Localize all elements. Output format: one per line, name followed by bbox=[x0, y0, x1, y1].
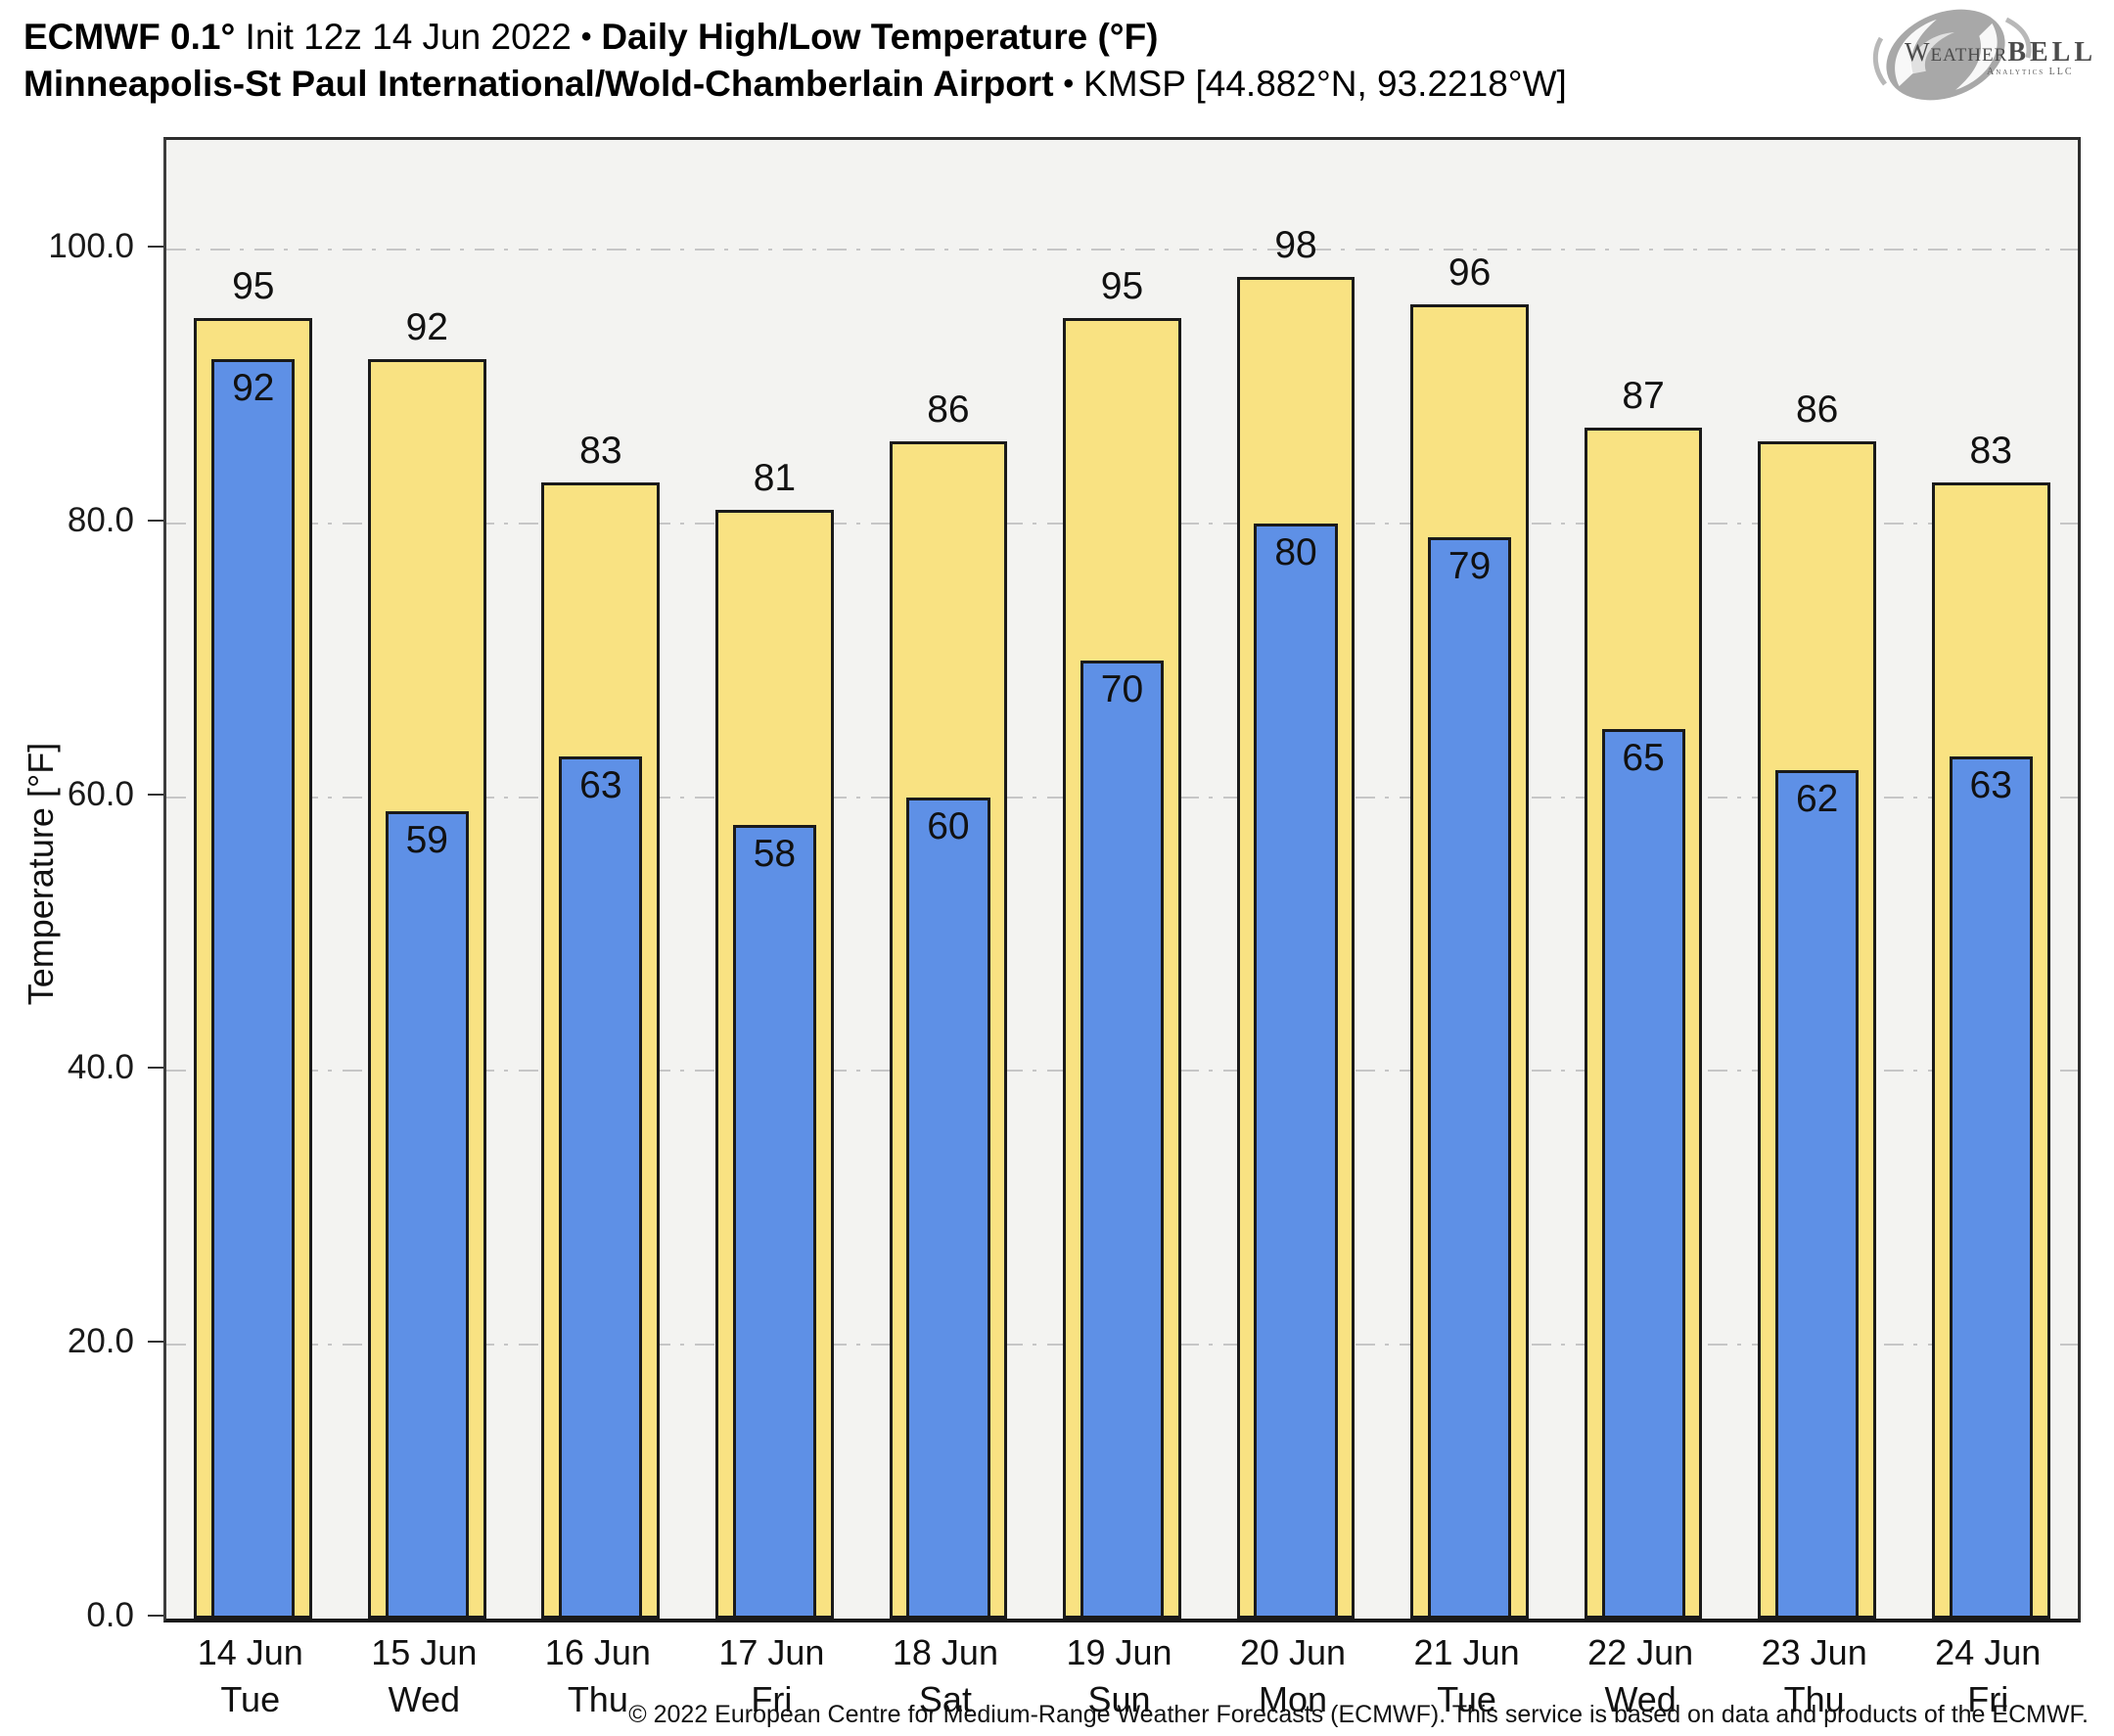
x-tick-label: 16 Jun Thu bbox=[511, 1629, 685, 1723]
high-value-label: 87 bbox=[1622, 374, 1665, 417]
x-tick-date: 18 Jun bbox=[892, 1632, 998, 1672]
x-tick-label: 24 Jun Fri bbox=[1901, 1629, 2075, 1723]
product-name: Daily High/Low Temperature (°F) bbox=[601, 17, 1159, 57]
x-tick-weekday: Wed bbox=[1604, 1679, 1677, 1719]
y-tick-label: 40.0 bbox=[67, 1048, 134, 1087]
low-bar bbox=[1775, 769, 1860, 1619]
low-bar bbox=[1080, 660, 1165, 1619]
low-bar bbox=[211, 358, 296, 1619]
low-bar bbox=[385, 810, 469, 1619]
low-bar bbox=[1254, 523, 1338, 1619]
x-tick-weekday: Fri bbox=[1967, 1679, 2009, 1719]
weatherbell-logo: WeatherBELL Analytics LLC bbox=[1869, 4, 2094, 106]
low-value-label: 58 bbox=[753, 832, 797, 875]
x-tick-label: 22 Jun Wed bbox=[1553, 1629, 1727, 1723]
y-tick-mark bbox=[148, 519, 163, 522]
y-tick-mark bbox=[148, 1341, 163, 1344]
high-value-label: 86 bbox=[1795, 388, 1839, 431]
low-bar bbox=[732, 824, 817, 1619]
logo-wordmark: WeatherBELL bbox=[1905, 37, 2096, 69]
high-value-label: 96 bbox=[1448, 251, 1492, 294]
station-id: KMSP [44.882°N, 93.2218°W] bbox=[1083, 64, 1567, 104]
y-tick-label: 60.0 bbox=[67, 774, 134, 813]
high-value-label: 95 bbox=[1100, 264, 1144, 307]
x-tick-date: 19 Jun bbox=[1066, 1632, 1172, 1672]
x-tick-date: 20 Jun bbox=[1239, 1632, 1347, 1672]
x-tick-date: 23 Jun bbox=[1761, 1632, 1867, 1672]
logo-subtext: Analytics LLC bbox=[1987, 67, 2074, 77]
title-separator2: • bbox=[1063, 68, 1075, 100]
logo-weather-text: Weather bbox=[1905, 37, 2008, 67]
low-value-label: 80 bbox=[1274, 530, 1317, 573]
chart-title-line2: Minneapolis-St Paul International/Wold-C… bbox=[23, 63, 1567, 106]
x-tick-date: 16 Jun bbox=[544, 1632, 651, 1672]
x-tick-label: 17 Jun Fri bbox=[685, 1629, 859, 1723]
chart-title-line1: ECMWF 0.1° Init 12z 14 Jun 2022 • Daily Hi… bbox=[23, 16, 1159, 59]
model-name: ECMWF 0.1° bbox=[23, 17, 236, 57]
low-bar bbox=[1427, 536, 1512, 1619]
x-tick-date: 14 Jun bbox=[197, 1632, 303, 1672]
x-tick-weekday: Fri bbox=[751, 1679, 793, 1719]
x-tick-label: 18 Jun Sat bbox=[858, 1629, 1033, 1723]
x-tick-date: 17 Jun bbox=[718, 1632, 825, 1672]
low-value-label: 65 bbox=[1622, 736, 1665, 779]
x-tick-weekday: Tue bbox=[1437, 1679, 1496, 1719]
x-tick-weekday: Sat bbox=[918, 1679, 972, 1719]
high-value-label: 81 bbox=[753, 456, 797, 499]
x-tick-date: 21 Jun bbox=[1413, 1632, 1520, 1672]
logo-bell-text: BELL bbox=[2007, 37, 2097, 68]
x-tick-label: 14 Jun Tue bbox=[163, 1629, 338, 1723]
init-time: Init 12z 14 Jun 2022 bbox=[235, 17, 572, 57]
y-tick-mark bbox=[148, 1615, 163, 1617]
x-tick-weekday: Tue bbox=[220, 1679, 281, 1719]
title-separator: • bbox=[580, 21, 592, 53]
y-tick-label: 0.0 bbox=[86, 1596, 134, 1634]
y-tick-mark bbox=[148, 793, 163, 796]
high-value-label: 92 bbox=[405, 305, 448, 348]
gridline bbox=[166, 248, 2078, 251]
x-tick-label: 23 Jun Thu bbox=[1727, 1629, 1902, 1723]
low-bar bbox=[1949, 755, 2033, 1619]
high-value-label: 98 bbox=[1274, 223, 1317, 266]
x-tick-label: 15 Jun Wed bbox=[338, 1629, 512, 1723]
high-value-label: 95 bbox=[232, 264, 275, 307]
x-tick-weekday: Sun bbox=[1087, 1679, 1151, 1719]
station-name: Minneapolis-St Paul International/Wold-C… bbox=[23, 64, 1054, 104]
low-value-label: 63 bbox=[1969, 763, 2012, 806]
x-tick-weekday: Thu bbox=[567, 1679, 628, 1719]
low-bar bbox=[559, 755, 643, 1619]
low-value-label: 70 bbox=[1100, 667, 1144, 710]
x-tick-date: 24 Jun bbox=[1935, 1632, 2042, 1672]
low-value-label: 63 bbox=[579, 763, 622, 806]
x-tick-weekday: Wed bbox=[388, 1679, 460, 1719]
low-bar bbox=[906, 797, 990, 1619]
low-value-label: 62 bbox=[1795, 777, 1839, 820]
x-tick-label: 21 Jun Tue bbox=[1380, 1629, 1554, 1723]
high-value-label: 83 bbox=[1969, 429, 2012, 472]
x-tick-label: 19 Jun Sun bbox=[1033, 1629, 1207, 1723]
y-tick-mark bbox=[148, 1067, 163, 1070]
low-value-label: 60 bbox=[927, 804, 970, 847]
hurricane-swirl-icon bbox=[1872, 9, 2032, 101]
x-tick-weekday: Thu bbox=[1783, 1679, 1845, 1719]
high-value-label: 83 bbox=[579, 429, 622, 472]
y-tick-label: 20.0 bbox=[67, 1322, 134, 1361]
y-tick-label: 100.0 bbox=[48, 226, 134, 265]
high-value-label: 86 bbox=[927, 388, 970, 431]
plot-area: 95 92 92 59 83 63 81 58 86 60 95 70 98 80 96 79 87 65 86 62… bbox=[163, 137, 2081, 1622]
x-tick-weekday: Mon bbox=[1259, 1679, 1328, 1719]
copyright-notice: © 2022 European Centre for Medium-Range … bbox=[628, 1701, 2089, 1728]
y-tick-mark bbox=[148, 245, 163, 248]
x-tick-date: 22 Jun bbox=[1587, 1632, 1694, 1672]
x-tick-label: 20 Jun Mon bbox=[1206, 1629, 1380, 1723]
low-value-label: 79 bbox=[1448, 544, 1492, 587]
x-tick-date: 15 Jun bbox=[371, 1632, 478, 1672]
low-bar bbox=[1601, 728, 1685, 1619]
y-tick-label: 80.0 bbox=[67, 500, 134, 539]
low-value-label: 59 bbox=[405, 818, 448, 861]
low-value-label: 92 bbox=[232, 366, 275, 409]
